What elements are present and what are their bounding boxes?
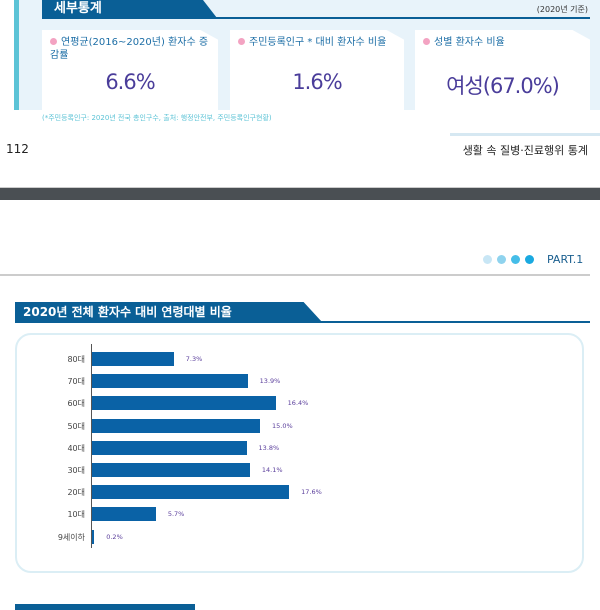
dot <box>525 255 534 264</box>
divider <box>42 17 590 19</box>
y-axis <box>91 344 92 548</box>
data-label: 16.4% <box>287 399 309 408</box>
category-label: 40대 <box>67 443 85 453</box>
bar-9세이하 <box>92 529 95 544</box>
title-rule <box>15 321 590 323</box>
stat-card-growth: 연평균(2016~2020년) 환자수 증감률 6.6% <box>42 30 218 110</box>
stat-label: 성별 환자수 비율 <box>423 36 582 49</box>
data-label: 17.6% <box>301 488 322 497</box>
bar-10대 <box>92 507 156 522</box>
stat-card-gender: 성별 환자수 비율 여성(67.0%) <box>415 30 590 110</box>
footer-line <box>450 133 600 136</box>
footnote: (*주민등록인구: 2020년 전국 총인구수, 출처: 행정안전부, 주민등록… <box>42 114 272 122</box>
section-title: 세부통계 <box>42 0 217 18</box>
basis-note: (2020년 기준) <box>536 5 588 14</box>
accent-bar <box>14 0 19 110</box>
chart-title: 2020년 전체 환자수 대비 연령대별 비율 <box>15 302 322 322</box>
category-label: 50대 <box>67 421 85 431</box>
category-label: 80대 <box>67 355 85 364</box>
category-label: 10대 <box>67 510 85 520</box>
bar-60대 <box>92 396 276 411</box>
bar-70대 <box>92 374 248 389</box>
stat-value: 여성(67.0%) <box>446 74 560 98</box>
bar-30대 <box>92 463 250 477</box>
stat-value: 6.6% <box>105 70 155 94</box>
book-title: 생활 속 질병·진료행위 통계 <box>462 144 588 157</box>
dot <box>483 255 492 264</box>
data-label: 15.0% <box>272 421 293 430</box>
data-label: 0.2% <box>106 532 123 541</box>
page-number: 112 <box>6 142 29 156</box>
data-label: 7.3% <box>185 355 203 363</box>
part-dots-icon <box>483 255 534 264</box>
stat-label: 연평균(2016~2020년) 환자수 증감률 <box>50 37 209 61</box>
category-label: 60대 <box>67 399 85 409</box>
dot <box>511 255 520 264</box>
next-section-tab <box>15 604 195 610</box>
page-separator <box>0 187 600 200</box>
bar-20대 <box>92 485 290 500</box>
category-label: 30대 <box>67 466 85 475</box>
category-label: 9세이하 <box>57 532 85 542</box>
dot <box>497 255 506 264</box>
data-label: 13.8% <box>258 443 280 452</box>
part-label: PART.1 <box>547 253 584 266</box>
stat-value: 1.6% <box>292 70 342 94</box>
data-label: 13.9% <box>259 377 281 386</box>
chart-frame <box>15 333 584 573</box>
bar-40대 <box>92 440 247 455</box>
stat-label: 주민등록인구 * 대비 환자수 비율 <box>238 36 396 49</box>
data-label: 5.7% <box>167 510 185 519</box>
data-label: 14.1% <box>261 466 283 474</box>
category-label: 70대 <box>67 377 85 387</box>
bar-50대 <box>92 418 260 433</box>
category-label: 20대 <box>67 488 85 498</box>
stat-card-population-ratio: 주민등록인구 * 대비 환자수 비율 1.6% <box>230 30 404 110</box>
bar-80대 <box>92 352 174 366</box>
header-rule <box>0 274 590 276</box>
